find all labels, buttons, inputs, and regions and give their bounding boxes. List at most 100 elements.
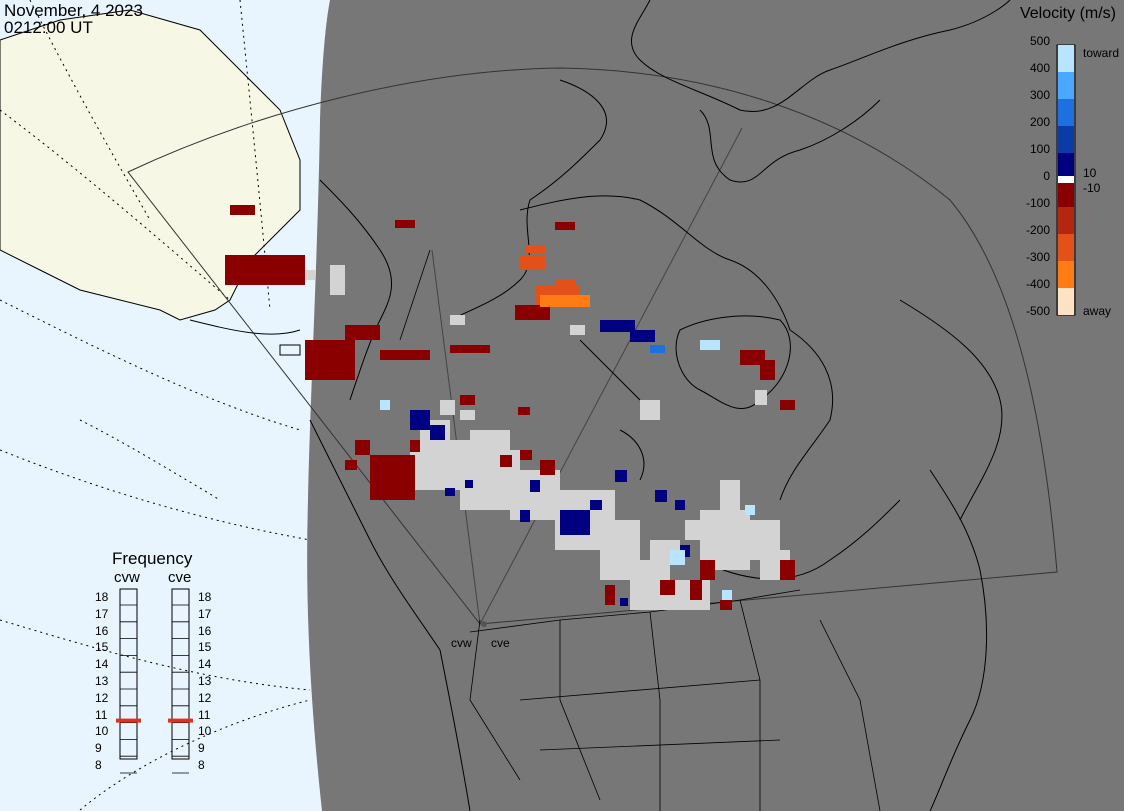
radar-field-of-view xyxy=(127,67,1058,625)
frequency-scale-label: 18 xyxy=(95,590,109,604)
velocity-cells xyxy=(225,205,795,610)
velocity-cell xyxy=(700,560,715,580)
velocity-cell xyxy=(480,490,510,510)
frequency-scale-label: 16 xyxy=(95,623,109,638)
frequency-scale-label: 17 xyxy=(95,606,109,621)
frequency-indicator-cve xyxy=(168,718,193,723)
frequency-scale-label: 15 xyxy=(198,640,212,655)
frequency-scale-label: 8 xyxy=(95,758,102,772)
velocity-cell xyxy=(330,265,345,295)
velocity-cell xyxy=(380,400,390,410)
velocity-cell xyxy=(520,450,532,460)
frequency-scale-label: 14 xyxy=(198,657,212,672)
frequency-title: Frequency xyxy=(112,549,193,568)
frequency-scale-label: 14 xyxy=(95,657,109,672)
velocity-cell xyxy=(520,255,545,270)
velocity-cell xyxy=(760,360,775,380)
frequency-scale-label: 9 xyxy=(95,741,102,756)
frequency-scale-label: 9 xyxy=(198,741,205,756)
frequency-scale-label: 11 xyxy=(198,707,211,722)
colorbar-tick-label: -500 xyxy=(1025,304,1050,318)
velocity-cell xyxy=(700,340,720,350)
colorbar-swatch xyxy=(1058,207,1074,234)
velocity-cell xyxy=(555,280,575,295)
coastlines xyxy=(189,0,1011,811)
velocity-cell xyxy=(370,455,415,500)
frequency-radar-cve: cve xyxy=(168,569,192,586)
colorbar-tick-label: 100 xyxy=(1029,142,1050,156)
velocity-cell xyxy=(670,550,685,565)
velocity-cell xyxy=(510,470,560,520)
frequency-scale-label: 8 xyxy=(198,758,205,772)
velocity-cell xyxy=(345,460,357,470)
velocity-cell xyxy=(600,320,635,332)
velocity-cell xyxy=(615,470,627,482)
colorbar-swatch xyxy=(1058,261,1074,288)
frequency-panel xyxy=(116,588,193,774)
velocity-cell xyxy=(465,480,473,488)
colorbar-tick-label: 400 xyxy=(1029,61,1050,75)
velocity-cell xyxy=(560,510,590,535)
colorbar-swatch xyxy=(1058,288,1074,315)
velocity-cell xyxy=(780,400,795,410)
colorbar-inner-label-neg: -10 xyxy=(1083,181,1101,195)
velocity-cell xyxy=(590,500,602,510)
velocity-cell xyxy=(740,350,765,365)
velocity-cell xyxy=(500,455,512,467)
velocity-cell xyxy=(230,205,255,215)
velocity-cell xyxy=(430,425,445,440)
velocity-cell xyxy=(570,325,585,335)
velocity-cell xyxy=(690,580,702,600)
velocity-cell xyxy=(520,510,530,522)
boundaries xyxy=(399,249,881,811)
velocity-cell xyxy=(555,222,575,230)
velocity-cell xyxy=(745,505,755,515)
frequency-scale-label: 15 xyxy=(95,640,109,655)
velocity-cell xyxy=(780,560,795,580)
colorbar-away-label: away xyxy=(1083,304,1112,318)
colorbar-swatch xyxy=(1058,99,1074,126)
velocity-cell xyxy=(450,315,465,325)
colorbar-swatch xyxy=(1058,234,1074,261)
grid-lines xyxy=(0,0,311,811)
radar-site-marker xyxy=(481,621,487,627)
colorbar-tick-label: 200 xyxy=(1029,115,1050,129)
velocity-cell xyxy=(445,488,455,496)
frequency-scale-label: 10 xyxy=(95,724,109,739)
time-label: 0212:00 UT xyxy=(4,18,93,37)
frequency-scale-label: 11 xyxy=(95,707,108,722)
velocity-cell xyxy=(720,600,732,610)
velocity-cell xyxy=(380,350,430,360)
velocity-cell xyxy=(515,305,550,320)
beam-divider xyxy=(479,127,743,625)
velocity-cell xyxy=(660,580,675,595)
velocity-colorbar xyxy=(1056,44,1076,316)
colorbar-swatch xyxy=(1058,183,1074,207)
velocity-cell xyxy=(460,395,475,405)
velocity-cell xyxy=(755,390,767,405)
velocity-cell xyxy=(525,245,545,253)
colorbar-inner-label-pos: 10 xyxy=(1083,166,1097,180)
frequency-scale-label: 17 xyxy=(198,606,212,621)
frequency-scale-label: 13 xyxy=(95,674,109,688)
date-label: November, 4 2023 xyxy=(4,1,143,20)
velocity-cell xyxy=(630,330,655,342)
radar-label-cvw: cvw xyxy=(451,636,472,650)
colorbar-swatch xyxy=(1058,45,1074,72)
velocity-cell xyxy=(640,400,660,420)
radar-label-cve: cve xyxy=(491,636,510,650)
velocity-cell xyxy=(685,520,715,540)
velocity-cell xyxy=(655,490,667,502)
velocity-cell xyxy=(605,585,615,605)
colorbar-toward-label: toward xyxy=(1083,46,1120,60)
colorbar-tick-label: -100 xyxy=(1025,196,1050,210)
colorbar-tick-label: 0 xyxy=(1043,169,1050,183)
velocity-cell xyxy=(530,480,540,492)
velocity-cell xyxy=(540,295,590,307)
colorbar-tick-label: -300 xyxy=(1025,250,1050,264)
velocity-cell xyxy=(395,220,415,228)
velocity-cell xyxy=(620,598,628,606)
colorbar-tick-label: 300 xyxy=(1029,88,1050,102)
colorbar-tick-label: -200 xyxy=(1025,223,1050,237)
